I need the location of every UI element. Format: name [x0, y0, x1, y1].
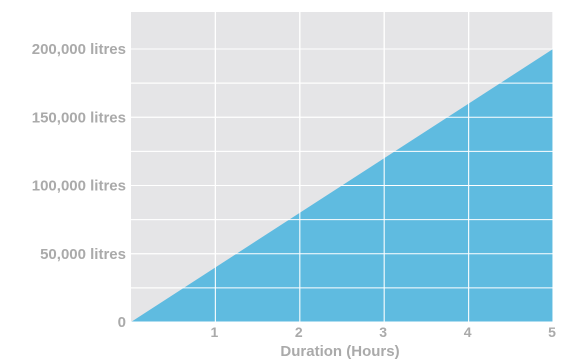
x-axis-ticks: 1 2 3 4 5 [211, 324, 557, 340]
y-tick-label: 150,000 litres [32, 109, 126, 126]
y-axis-ticks: 0 50,000 litres 100,000 litres 150,000 litr… [32, 41, 126, 331]
x-tick-label: 2 [295, 324, 303, 340]
x-tick-label: 5 [548, 324, 556, 340]
y-tick-label: 50,000 litres [40, 246, 126, 263]
horizontal-grid-over-area [131, 12, 554, 323]
y-tick-label: 0 [118, 314, 126, 331]
y-tick-label: 200,000 litres [32, 41, 126, 58]
x-tick-label: 1 [211, 324, 219, 340]
x-axis-label: Duration (Hours) [280, 343, 399, 360]
x-tick-label: 4 [464, 324, 472, 340]
y-tick-label: 100,000 litres [32, 178, 126, 195]
x-tick-label: 3 [379, 324, 387, 340]
